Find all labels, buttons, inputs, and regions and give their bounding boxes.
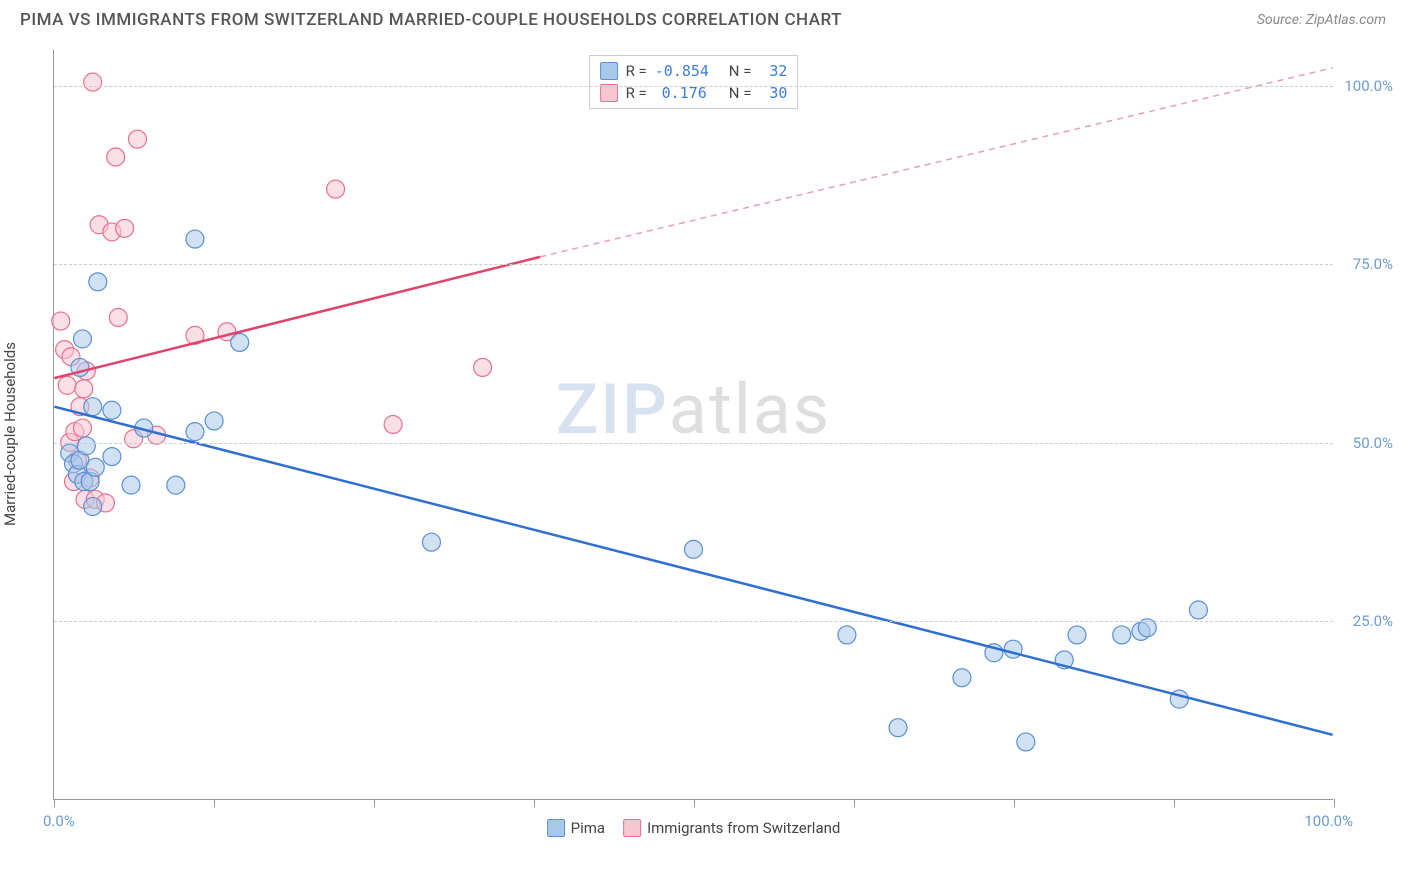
legend-series: Pima Immigrants from Switzerland [547, 819, 841, 837]
swatch-swiss-bottom [623, 819, 641, 837]
scatter-point [186, 423, 204, 441]
scatter-point [186, 230, 204, 248]
x-tick [1014, 799, 1015, 807]
scatter-point [86, 458, 104, 476]
scatter-point [128, 130, 146, 148]
scatter-point [1189, 601, 1207, 619]
scatter-point [52, 312, 70, 330]
scatter-point [107, 148, 125, 166]
trend-line [54, 407, 1332, 735]
scatter-point [73, 330, 91, 348]
y-tick-label: 25.0% [1353, 612, 1393, 630]
grid-line [54, 264, 1333, 265]
x-tick [1174, 799, 1175, 807]
scatter-point [384, 416, 402, 434]
y-tick-label: 75.0% [1353, 255, 1393, 273]
scatter-point [75, 380, 93, 398]
swatch-pima-bottom [547, 819, 565, 837]
source-text: Source: ZipAtlas.com [1257, 12, 1386, 28]
legend-label-swiss: Immigrants from Switzerland [647, 819, 840, 837]
grid-line [54, 86, 1333, 87]
scatter-svg [54, 50, 1333, 799]
scatter-point [838, 626, 856, 644]
scatter-point [953, 669, 971, 687]
scatter-point [685, 540, 703, 558]
legend-item-pima: Pima [547, 819, 605, 837]
scatter-point [84, 398, 102, 416]
y-tick-label: 100.0% [1344, 77, 1393, 95]
scatter-point [84, 498, 102, 516]
scatter-point [109, 309, 127, 327]
y-tick-label: 50.0% [1353, 434, 1393, 452]
chart-title: PIMA VS IMMIGRANTS FROM SWITZERLAND MARR… [20, 10, 842, 30]
scatter-point [73, 419, 91, 437]
x-tick [374, 799, 375, 807]
x-tick [214, 799, 215, 807]
x-tick [854, 799, 855, 807]
scatter-point [116, 219, 134, 237]
legend-item-swiss: Immigrants from Switzerland [623, 819, 840, 837]
y-axis-title: Married-couple Households [1, 342, 19, 526]
x-tick [694, 799, 695, 807]
scatter-point [77, 437, 95, 455]
scatter-point [58, 376, 76, 394]
x-max-label: 100.0% [1304, 812, 1353, 830]
x-tick [54, 799, 55, 807]
scatter-point [1113, 626, 1131, 644]
legend-row-pima: R = -0.854 N = 32 [600, 60, 788, 82]
chart-plot-area: ZIPatlas R = -0.854 N = 32 R = 0.176 N =… [53, 50, 1333, 800]
legend-label-pima: Pima [571, 819, 605, 837]
x-min-label: 0.0% [43, 812, 75, 830]
scatter-point [1017, 733, 1035, 751]
scatter-point [103, 401, 121, 419]
scatter-point [205, 412, 223, 430]
x-tick [534, 799, 535, 807]
scatter-point [889, 719, 907, 737]
scatter-point [89, 273, 107, 291]
scatter-point [1068, 626, 1086, 644]
grid-line [54, 443, 1333, 444]
grid-line [54, 621, 1333, 622]
scatter-point [422, 533, 440, 551]
scatter-point [103, 448, 121, 466]
scatter-point [474, 358, 492, 376]
legend-correlation: R = -0.854 N = 32 R = 0.176 N = 30 [589, 55, 799, 109]
scatter-point [167, 476, 185, 494]
scatter-point [327, 180, 345, 198]
scatter-point [231, 333, 249, 351]
scatter-point [84, 73, 102, 91]
swatch-pima [600, 62, 618, 80]
scatter-point [122, 476, 140, 494]
x-tick [1334, 799, 1335, 807]
